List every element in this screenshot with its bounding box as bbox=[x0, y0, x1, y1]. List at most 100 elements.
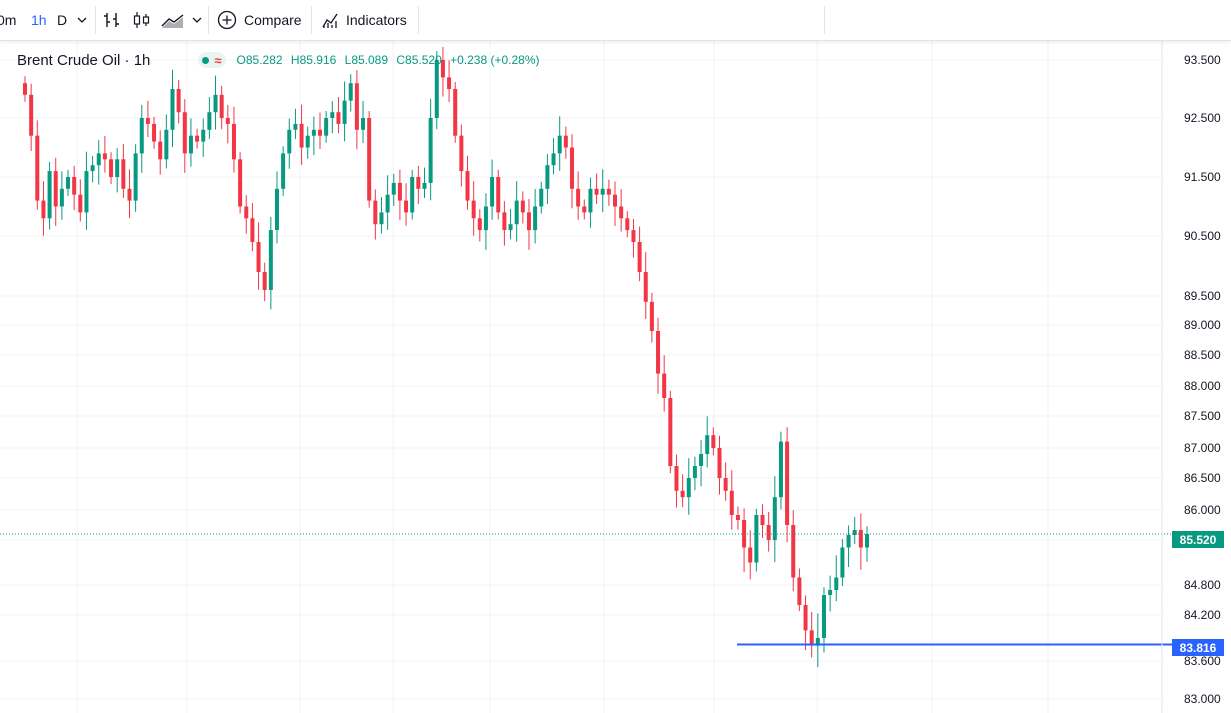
candle-body bbox=[699, 454, 704, 466]
candle-body bbox=[778, 441, 783, 498]
candle bbox=[643, 252, 648, 319]
candle bbox=[35, 120, 40, 210]
candle-body bbox=[686, 478, 691, 498]
candle-body bbox=[809, 630, 814, 646]
indicators-button[interactable]: Indicators bbox=[321, 0, 407, 40]
candle bbox=[797, 568, 802, 611]
candle-body bbox=[852, 530, 857, 535]
candle bbox=[821, 587, 826, 653]
candle bbox=[164, 114, 169, 169]
candle bbox=[465, 155, 470, 210]
candle-body bbox=[508, 224, 513, 231]
horizontal-line-price-badge[interactable]: 83.816 bbox=[1172, 639, 1224, 656]
candle-body bbox=[631, 230, 636, 242]
candle bbox=[127, 169, 132, 219]
toolbar-divider bbox=[418, 6, 419, 34]
candle-body bbox=[336, 112, 341, 124]
candle bbox=[748, 530, 753, 580]
candle-body bbox=[53, 171, 58, 207]
candle bbox=[434, 51, 439, 130]
candle bbox=[754, 508, 759, 572]
candle-body bbox=[361, 118, 366, 130]
candle-body bbox=[576, 188, 581, 207]
bar-chart-icon[interactable] bbox=[103, 0, 121, 40]
candle-body bbox=[231, 123, 236, 160]
candle-body bbox=[96, 153, 101, 166]
candle-body bbox=[428, 118, 433, 183]
candle bbox=[791, 510, 796, 592]
symbol-title[interactable]: Brent Crude Oil · 1h bbox=[17, 51, 151, 69]
candles-icon[interactable] bbox=[133, 0, 151, 40]
candle bbox=[729, 470, 734, 530]
candle bbox=[139, 104, 144, 173]
candle bbox=[557, 116, 562, 171]
candle bbox=[336, 97, 341, 134]
candle-body bbox=[625, 218, 630, 231]
chevron-down-icon[interactable] bbox=[192, 0, 202, 40]
candle-body bbox=[72, 177, 77, 195]
candle bbox=[668, 390, 673, 474]
area-chart-icon[interactable] bbox=[161, 0, 185, 40]
candle-body bbox=[477, 218, 482, 231]
compare-button[interactable]: Compare bbox=[217, 0, 302, 40]
candle bbox=[545, 153, 550, 205]
candle bbox=[250, 202, 255, 252]
candle bbox=[225, 104, 230, 144]
candle-body bbox=[668, 398, 673, 466]
candle-body bbox=[385, 194, 390, 213]
candle bbox=[606, 179, 611, 206]
candle-body bbox=[90, 165, 95, 172]
price-tick-label: 83.600 bbox=[1184, 654, 1221, 668]
candle bbox=[195, 128, 200, 149]
candle bbox=[84, 151, 89, 230]
candle-body bbox=[649, 301, 654, 331]
candle bbox=[705, 416, 710, 468]
candle bbox=[785, 427, 790, 543]
price-tick-label: 86.000 bbox=[1184, 503, 1221, 517]
candle-body bbox=[121, 159, 126, 189]
interval-button[interactable]: D bbox=[57, 12, 68, 28]
price-axis-labels: 93.500 92.500 91.500 90.500 89.500 89.000 88.5… bbox=[1184, 53, 1221, 706]
candle bbox=[102, 135, 107, 173]
candlestick-series bbox=[23, 46, 869, 668]
candle-body bbox=[637, 242, 642, 272]
toolbar-divider bbox=[824, 6, 825, 34]
delayed-data-icon: ≈ bbox=[214, 52, 222, 68]
interval-button[interactable]: 0m bbox=[0, 12, 17, 28]
candle-body bbox=[318, 129, 323, 136]
candle-body bbox=[766, 525, 771, 540]
candle-body bbox=[865, 534, 869, 548]
candle bbox=[41, 181, 46, 236]
market-status-pill[interactable]: ≈ bbox=[198, 52, 226, 68]
candle bbox=[674, 454, 679, 508]
candle bbox=[361, 100, 366, 144]
candle-body bbox=[520, 200, 525, 213]
candle bbox=[145, 100, 150, 138]
indicators-icon bbox=[322, 13, 338, 28]
interval-button-active[interactable]: 1h bbox=[31, 12, 47, 28]
price-tick-label: 89.500 bbox=[1184, 289, 1221, 303]
candle-body bbox=[539, 188, 544, 207]
candle bbox=[29, 83, 34, 152]
candle bbox=[330, 101, 335, 134]
last-price-badge: 85.520 bbox=[1172, 531, 1224, 548]
candle bbox=[305, 126, 310, 159]
candle bbox=[563, 126, 568, 159]
ohlc-values: O85.282 H85.916 L85.089 C85.520 +0.238 (… bbox=[237, 53, 540, 67]
price-tick-label: 91.500 bbox=[1184, 170, 1221, 184]
candle-body bbox=[563, 135, 568, 148]
candle bbox=[539, 181, 544, 214]
candle-body bbox=[729, 490, 734, 515]
candle bbox=[47, 161, 52, 230]
candle-body bbox=[404, 200, 409, 213]
candle-body bbox=[281, 153, 286, 189]
price-tick-label: 89.000 bbox=[1184, 318, 1221, 332]
candle-body bbox=[619, 206, 624, 219]
candle-body bbox=[274, 188, 279, 231]
chevron-down-icon[interactable] bbox=[77, 0, 87, 40]
candle-body bbox=[846, 535, 851, 548]
toolbar-divider bbox=[95, 6, 96, 34]
candle-body bbox=[705, 435, 710, 454]
candle bbox=[520, 191, 525, 224]
